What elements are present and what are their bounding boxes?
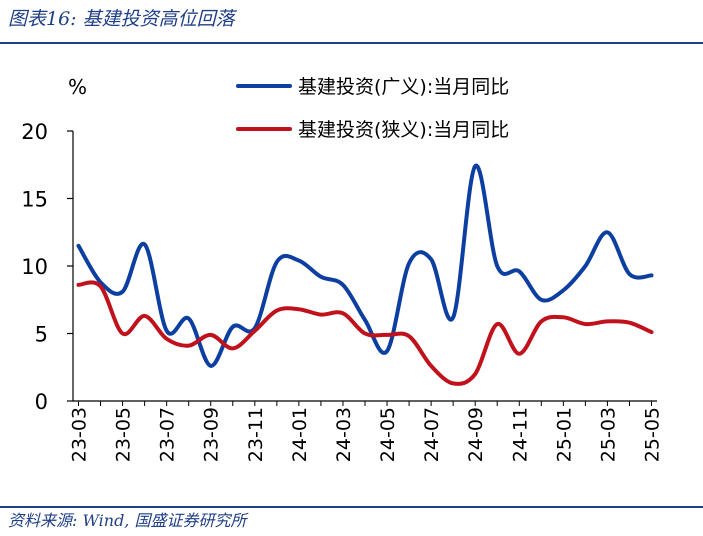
x-tick-label: 23-09 bbox=[201, 407, 223, 462]
chart-axes: % 0 5 10 15 20 23-03 23-05 23-07 23-09 23-11 24-01 2… bbox=[21, 75, 663, 462]
x-tick-label: 24-11 bbox=[509, 407, 531, 462]
x-tick-label: 25-03 bbox=[597, 407, 619, 462]
y-tick-label: 15 bbox=[21, 188, 48, 212]
y-tick-label: 10 bbox=[21, 255, 48, 279]
x-tick-label: 23-07 bbox=[157, 407, 179, 462]
x-tick-label: 24-03 bbox=[333, 407, 355, 462]
bottom-rule bbox=[0, 506, 703, 508]
series-line-1 bbox=[76, 163, 654, 368]
x-tick-label: 24-09 bbox=[465, 407, 487, 462]
x-tick-label: 23-05 bbox=[113, 407, 135, 462]
x-tick-label: 25-01 bbox=[553, 407, 575, 462]
y-unit-label: % bbox=[68, 75, 87, 99]
source-note: 资料来源: Wind, 国盛证券研究所 bbox=[8, 511, 247, 530]
x-tick-label: 23-03 bbox=[69, 407, 91, 462]
x-tick-label: 24-07 bbox=[421, 407, 443, 462]
legend-label-2: 基建投资(狭义):当月同比 bbox=[298, 119, 509, 141]
line-chart: % 0 5 10 15 20 23-03 23-05 23-07 23-09 23-11 24-01 2… bbox=[21, 75, 663, 462]
chart-series bbox=[76, 163, 654, 386]
x-tick-label: 24-01 bbox=[289, 407, 311, 462]
legend-label-1: 基建投资(广义):当月同比 bbox=[298, 76, 509, 98]
x-tick-label: 23-11 bbox=[245, 407, 267, 462]
x-tick-label: 24-05 bbox=[377, 407, 399, 462]
y-tick-label: 20 bbox=[21, 120, 48, 144]
x-tick-label: 25-05 bbox=[641, 407, 663, 462]
series-line-2 bbox=[76, 280, 654, 386]
figure-title: 图表16: 基建投资高位回落 bbox=[8, 8, 235, 30]
y-tick-label: 0 bbox=[35, 390, 48, 414]
y-tick-label: 5 bbox=[35, 323, 48, 347]
top-rule bbox=[0, 42, 703, 44]
